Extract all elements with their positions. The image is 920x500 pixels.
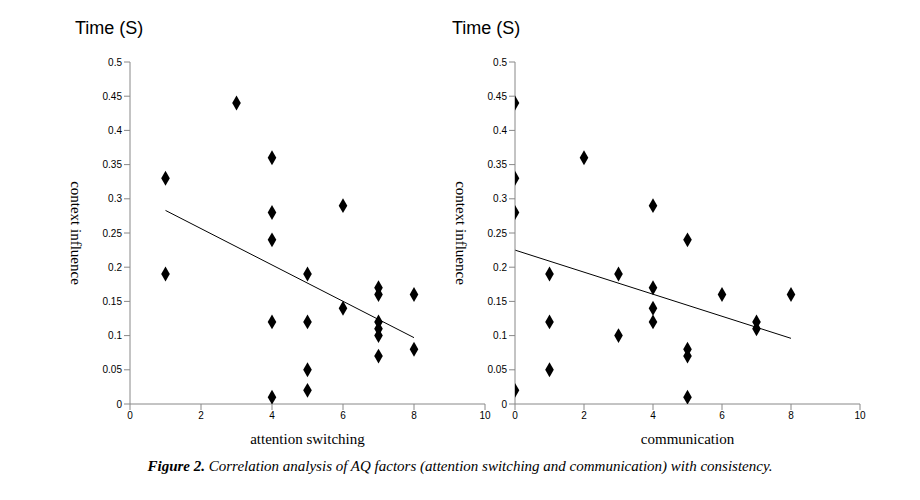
svg-text:0.05: 0.05 — [488, 364, 508, 375]
svg-text:10: 10 — [479, 410, 491, 421]
html-text:Time (S): Time (S) — [75, 18, 144, 38]
svg-text:0.5: 0.5 — [108, 57, 122, 68]
svg-text:0.2: 0.2 — [493, 262, 507, 273]
svg-text:0: 0 — [501, 399, 507, 410]
svg-text:2: 2 — [198, 410, 204, 421]
svg-text:6: 6 — [340, 410, 346, 421]
svg-text:4: 4 — [269, 410, 275, 421]
svg-text:0.35: 0.35 — [488, 159, 508, 170]
svg-text:context influence: context influence — [453, 181, 469, 285]
svg-text:6: 6 — [719, 410, 725, 421]
svg-text:0.1: 0.1 — [493, 330, 507, 341]
svg-text:0.35: 0.35 — [103, 159, 123, 170]
svg-text:0.1: 0.1 — [108, 330, 122, 341]
svg-text:0.15: 0.15 — [488, 296, 508, 307]
svg-text:0.5: 0.5 — [493, 57, 507, 68]
svg-text:0.4: 0.4 — [108, 125, 122, 136]
svg-text:0.45: 0.45 — [488, 91, 508, 102]
svg-text:2: 2 — [581, 410, 587, 421]
svg-text:8: 8 — [411, 410, 417, 421]
html-text:Time (S): Time (S) — [452, 18, 521, 38]
svg-text:0.05: 0.05 — [103, 364, 123, 375]
svg-text:0.45: 0.45 — [103, 91, 123, 102]
html-text:Figure 2. Correlation analysis: Figure 2. Correlation analysis of AQ fac… — [147, 458, 773, 474]
svg-text:0.25: 0.25 — [488, 228, 508, 239]
svg-text:4: 4 — [650, 410, 656, 421]
svg-text:0: 0 — [127, 410, 133, 421]
svg-text:10: 10 — [854, 410, 866, 421]
svg-text:8: 8 — [788, 410, 794, 421]
svg-text:0.2: 0.2 — [108, 262, 122, 273]
svg-text:0.3: 0.3 — [108, 193, 122, 204]
svg-text:attention switching: attention switching — [250, 431, 365, 447]
svg-text:0.25: 0.25 — [103, 228, 123, 239]
svg-text:0: 0 — [116, 399, 122, 410]
svg-text:0.4: 0.4 — [493, 125, 507, 136]
svg-text:0: 0 — [512, 410, 518, 421]
svg-text:0.3: 0.3 — [493, 193, 507, 204]
svg-text:0.15: 0.15 — [103, 296, 123, 307]
svg-text:communication: communication — [641, 431, 735, 447]
svg-text:context influence: context influence — [68, 181, 84, 285]
